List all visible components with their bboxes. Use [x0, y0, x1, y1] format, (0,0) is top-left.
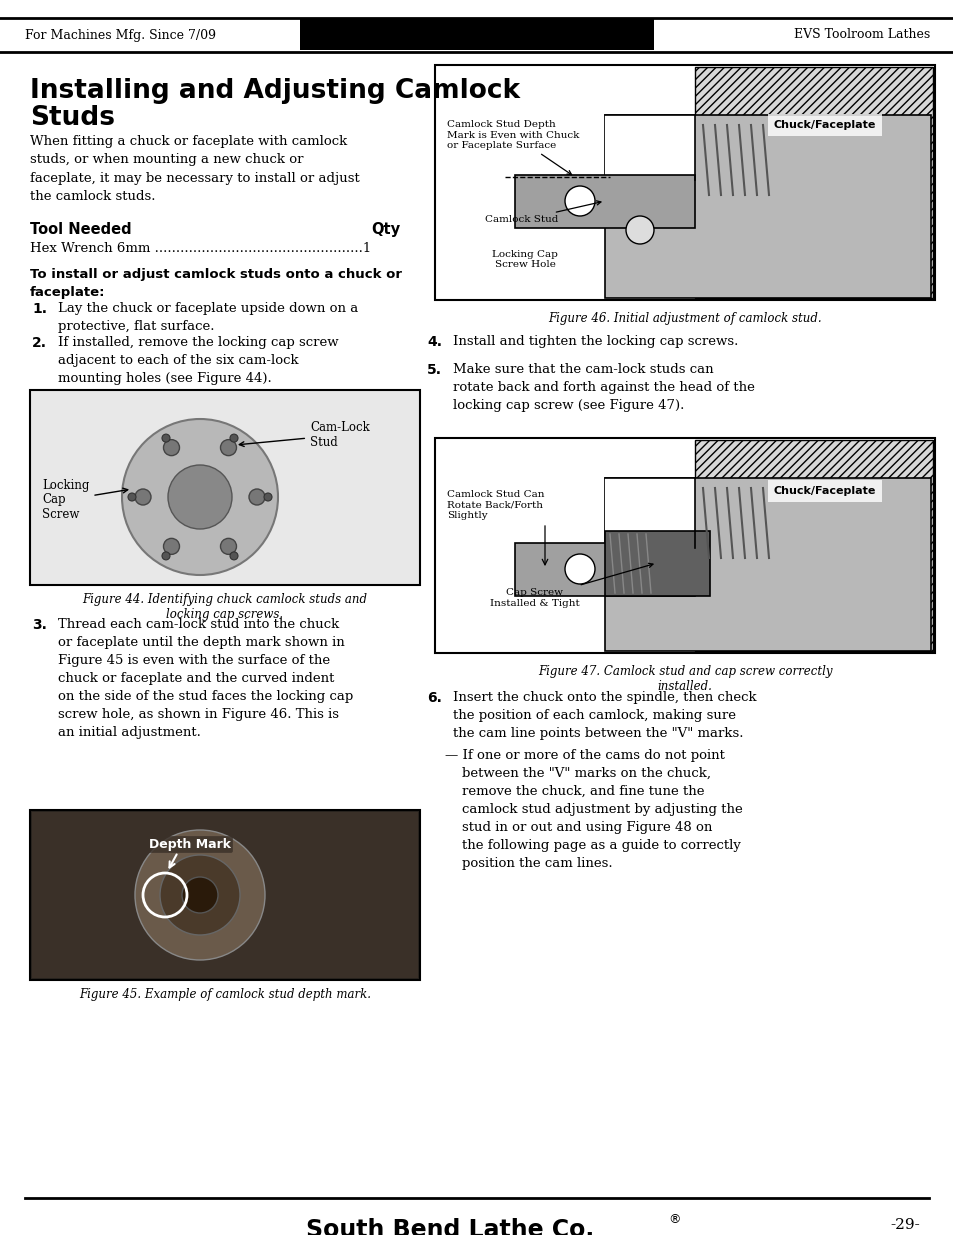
Bar: [299, 19, 654, 49]
Text: Make sure that the cam-lock studs can
rotate back and forth against the head of : Make sure that the cam-lock studs can ro…: [453, 363, 754, 412]
Text: 2.: 2.: [32, 336, 47, 350]
Circle shape: [162, 435, 170, 442]
Text: Hex Wrench 6mm .................................................1: Hex Wrench 6mm .........................…: [30, 242, 371, 254]
Text: Figure 44. Identifying chuck camlock studs and
locking cap screws.: Figure 44. Identifying chuck camlock stu…: [82, 593, 367, 621]
Circle shape: [230, 552, 237, 559]
Bar: [30, 390, 419, 585]
Text: To install or adjust camlock studs onto a chuck or
faceplate:: To install or adjust camlock studs onto …: [30, 268, 401, 299]
Text: Locking Cap
Screw Hole: Locking Cap Screw Hole: [492, 249, 558, 269]
Text: OPERATION: OPERATION: [427, 27, 526, 42]
Bar: [435, 65, 934, 300]
Text: Camlock Stud Depth
Mark is Even with Chuck
or Faceplate Surface: Camlock Stud Depth Mark is Even with Chu…: [447, 120, 578, 174]
Circle shape: [625, 216, 654, 245]
Text: For Machines Mfg. Since 7/09: For Machines Mfg. Since 7/09: [25, 28, 215, 42]
Bar: [32, 811, 417, 978]
Bar: [604, 115, 930, 298]
Circle shape: [249, 489, 265, 505]
Text: Install and tighten the locking cap screws.: Install and tighten the locking cap scre…: [453, 335, 738, 348]
Circle shape: [135, 489, 151, 505]
Text: 4.: 4.: [427, 335, 441, 350]
Bar: [435, 438, 934, 653]
Circle shape: [264, 493, 272, 501]
Text: Insert the chuck onto the spindle, then check
the position of each camlock, maki: Insert the chuck onto the spindle, then …: [453, 692, 756, 740]
Circle shape: [168, 466, 232, 529]
Text: Thread each cam-lock stud into the chuck
or faceplate until the depth mark shown: Thread each cam-lock stud into the chuck…: [58, 618, 353, 739]
Text: -29-: -29-: [889, 1218, 919, 1233]
Text: Camlock Stud: Camlock Stud: [484, 201, 600, 225]
Text: Lay the chuck or faceplate upside down on a
protective, flat surface.: Lay the chuck or faceplate upside down o…: [58, 303, 358, 333]
Circle shape: [163, 538, 179, 555]
Bar: [604, 531, 709, 597]
Text: Figure 47. Camlock stud and cap screw correctly
installed.: Figure 47. Camlock stud and cap screw co…: [537, 664, 831, 693]
Circle shape: [230, 435, 237, 442]
Text: Figure 45. Example of camlock stud depth mark.: Figure 45. Example of camlock stud depth…: [79, 988, 371, 1002]
Text: When fitting a chuck or faceplate with camlock
studs, or when mounting a new chu: When fitting a chuck or faceplate with c…: [30, 135, 359, 204]
Bar: [515, 175, 695, 228]
Text: Figure 46. Initial adjustment of camlock stud.: Figure 46. Initial adjustment of camlock…: [548, 312, 821, 325]
Text: Installing and Adjusting Camlock: Installing and Adjusting Camlock: [30, 78, 519, 104]
Text: Cap Screw
Installed & Tight: Cap Screw Installed & Tight: [490, 563, 652, 608]
Circle shape: [128, 493, 136, 501]
Bar: [695, 440, 932, 651]
Circle shape: [564, 555, 595, 584]
Text: Depth Mark: Depth Mark: [149, 839, 231, 851]
Text: If installed, remove the locking cap screw
adjacent to each of the six cam-lock
: If installed, remove the locking cap scr…: [58, 336, 338, 385]
Text: 3.: 3.: [32, 618, 47, 632]
Circle shape: [182, 877, 218, 913]
Circle shape: [135, 830, 265, 960]
Circle shape: [220, 538, 236, 555]
Text: 6.: 6.: [427, 692, 441, 705]
Text: 1.: 1.: [32, 303, 47, 316]
Text: 5.: 5.: [427, 363, 441, 377]
Circle shape: [163, 440, 179, 456]
Circle shape: [564, 186, 595, 216]
Circle shape: [122, 419, 277, 576]
Bar: [436, 440, 697, 651]
Text: Locking
Cap
Screw: Locking Cap Screw: [42, 478, 128, 521]
Circle shape: [220, 440, 236, 456]
Text: Tool Needed: Tool Needed: [30, 222, 132, 237]
Text: South Bend Lathe Co.: South Bend Lathe Co.: [306, 1218, 594, 1235]
Bar: [695, 67, 932, 298]
Text: — If one or more of the cams do not point
    between the "V" marks on the chuck: — If one or more of the cams do not poin…: [444, 748, 742, 869]
Text: ®: ®: [667, 1213, 679, 1226]
Bar: [604, 115, 695, 180]
Text: Studs: Studs: [30, 105, 115, 131]
Bar: [515, 543, 695, 597]
Circle shape: [162, 552, 170, 559]
Text: EVS Toolroom Lathes: EVS Toolroom Lathes: [793, 28, 929, 42]
Bar: [436, 67, 697, 298]
Text: Qty: Qty: [371, 222, 399, 237]
Text: Chuck/Faceplate: Chuck/Faceplate: [773, 487, 875, 496]
Text: Chuck/Faceplate: Chuck/Faceplate: [773, 120, 875, 130]
Bar: [30, 810, 419, 981]
Bar: [604, 478, 695, 548]
Circle shape: [160, 855, 240, 935]
Text: Cam-Lock
Stud: Cam-Lock Stud: [239, 421, 370, 450]
Text: Camlock Stud Can
Rotate Back/Forth
Slightly: Camlock Stud Can Rotate Back/Forth Sligh…: [447, 490, 544, 520]
Bar: [604, 478, 930, 651]
